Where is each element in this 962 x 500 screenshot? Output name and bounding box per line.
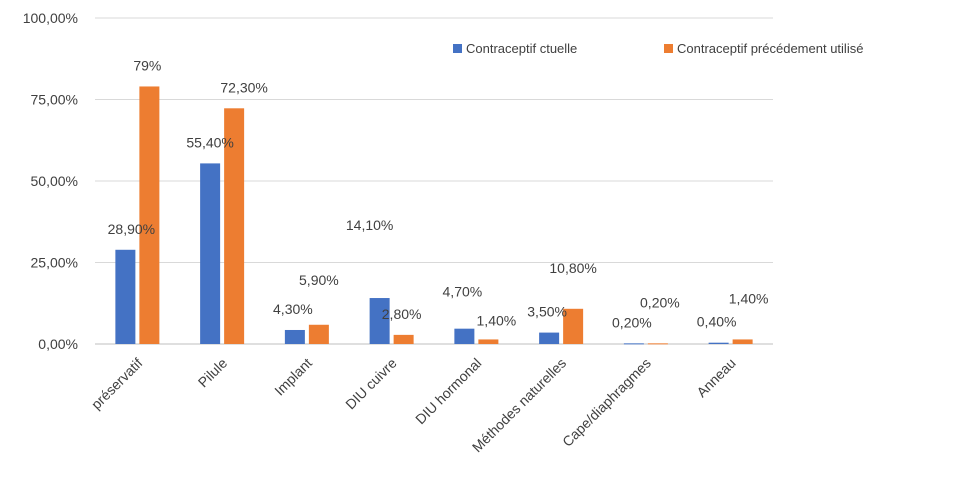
- category-label: Cape/diaphragmes: [559, 355, 654, 450]
- x-axis-categories: préservatif Pilule Implant DIU cuivre DIU ho…: [88, 355, 739, 456]
- y-axis-ticks: 0,00% 25,00% 50,00% 75,00% 100,00%: [23, 10, 78, 352]
- legend: Contraceptif ctuelle Contraceptif précéde…: [453, 41, 863, 56]
- data-label: 79%: [133, 57, 161, 73]
- data-label: 72,30%: [220, 79, 267, 95]
- y-tick-label: 50,00%: [31, 173, 78, 189]
- legend-swatch: [664, 44, 673, 53]
- category-label: DIU cuivre: [342, 355, 400, 413]
- category-label: DIU hormonal: [412, 355, 484, 427]
- data-label: 10,80%: [549, 260, 596, 276]
- category-label: Méthodes naturelles: [469, 355, 569, 455]
- category-label: Pilule: [195, 355, 231, 391]
- data-label: 5,90%: [299, 272, 339, 288]
- data-label: 3,50%: [527, 304, 567, 320]
- y-tick-label: 100,00%: [23, 10, 78, 26]
- bar-current: [200, 163, 221, 344]
- data-label: 1,40%: [477, 312, 517, 328]
- bar-previous: [308, 324, 329, 344]
- data-label: 1,40%: [729, 290, 769, 306]
- bar-current: [284, 329, 305, 344]
- category-label: Implant: [271, 355, 315, 399]
- legend-swatch: [453, 44, 462, 53]
- bar-previous: [732, 339, 753, 344]
- bars: [115, 86, 753, 345]
- y-tick-label: 25,00%: [31, 255, 78, 271]
- bar-previous: [563, 308, 584, 344]
- bar-current: [708, 342, 729, 344]
- data-label: 4,30%: [273, 301, 313, 317]
- data-label: 0,20%: [640, 294, 680, 310]
- data-label: 0,20%: [612, 314, 652, 330]
- legend-label: Contraceptif précédement utilisé: [677, 41, 863, 56]
- data-labels: 28,90% 79% 55,40% 72,30% 4,30% 5,90% 14,10% 2,8…: [108, 57, 769, 330]
- legend-label: Contraceptif ctuelle: [466, 41, 577, 56]
- bar-current: [539, 332, 560, 344]
- data-label: 2,80%: [382, 306, 422, 322]
- data-label: 28,90%: [108, 221, 155, 237]
- data-label: 0,40%: [697, 314, 737, 330]
- bar-previous: [647, 343, 668, 345]
- bar-previous: [139, 86, 160, 345]
- bar-previous: [478, 339, 499, 344]
- y-tick-label: 0,00%: [38, 336, 78, 352]
- data-label: 14,10%: [346, 217, 393, 233]
- bar-previous: [224, 108, 245, 344]
- bar-current: [454, 328, 475, 344]
- data-label: 55,40%: [186, 134, 233, 150]
- category-label: préservatif: [88, 355, 146, 413]
- data-label: 4,70%: [443, 284, 483, 300]
- y-tick-label: 75,00%: [31, 92, 78, 108]
- bar-current: [623, 343, 644, 345]
- bar-previous: [393, 334, 414, 344]
- bar-current: [115, 249, 136, 344]
- category-label: Anneau: [693, 355, 738, 400]
- bar-current: [369, 298, 390, 344]
